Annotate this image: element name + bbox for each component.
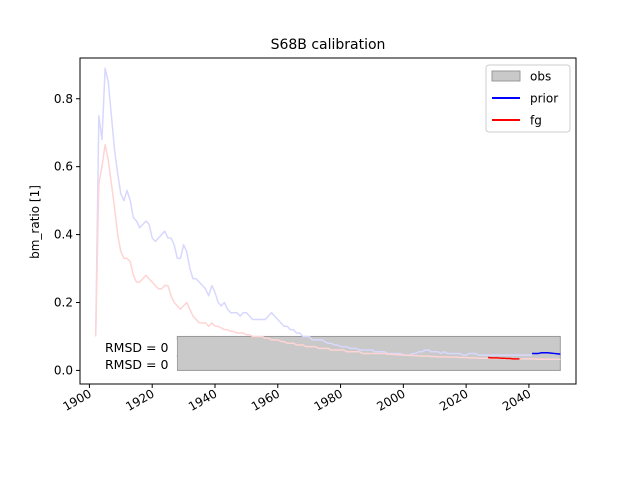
y-tick-label: 0.2	[54, 296, 73, 310]
rmsd-label-bg	[101, 340, 177, 355]
series-prior-line	[532, 352, 561, 355]
plot-frame	[79, 57, 577, 385]
legend: obs prior fg	[485, 64, 571, 133]
legend-prior-label: prior	[530, 92, 558, 106]
rmsd-annotation: RMSD = 0	[105, 357, 168, 372]
y-tick-label: 0.4	[54, 228, 73, 242]
y-tick-label: 0.8	[54, 92, 73, 106]
plot-area: RMSD = 0 RMSD = 0	[94, 67, 561, 372]
y-axis-label: bm_ratio [1]	[28, 185, 42, 259]
rmsd-label-bg	[101, 357, 177, 372]
y-tick-label: 0.0	[54, 363, 73, 377]
legend-fg-label: fg	[530, 114, 542, 128]
legend-box	[485, 64, 571, 133]
legend-obs-label: obs	[530, 70, 551, 84]
legend-obs-swatch	[491, 70, 521, 82]
rmsd-annotation: RMSD = 0	[105, 340, 168, 355]
chart-title: S68B calibration	[271, 37, 386, 53]
series-prior-historical-line	[94, 67, 533, 356]
y-tick-label: 0.6	[54, 160, 73, 174]
series-fg-historical-line	[94, 143, 561, 360]
series-fg-line	[488, 356, 520, 360]
